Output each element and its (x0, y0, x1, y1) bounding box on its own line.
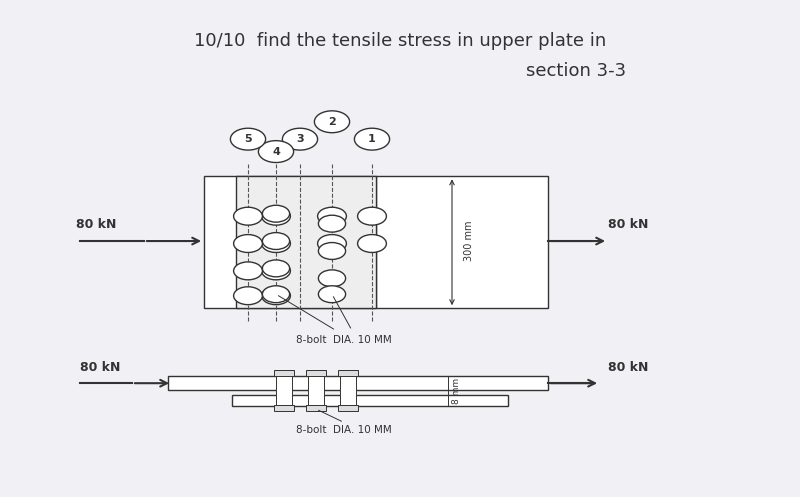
Text: 8-bolt  DIA. 10 MM: 8-bolt DIA. 10 MM (296, 335, 392, 345)
FancyBboxPatch shape (276, 370, 292, 405)
FancyBboxPatch shape (338, 405, 358, 411)
Text: 8 mm: 8 mm (452, 378, 461, 404)
Text: 5: 5 (244, 134, 252, 144)
FancyBboxPatch shape (338, 370, 358, 376)
Circle shape (318, 235, 346, 252)
Text: 300 mm: 300 mm (464, 221, 474, 261)
Text: 80 kN: 80 kN (608, 218, 648, 231)
Text: 2: 2 (328, 117, 336, 127)
Circle shape (354, 128, 390, 150)
FancyBboxPatch shape (168, 376, 548, 390)
Circle shape (262, 287, 290, 305)
Circle shape (318, 207, 346, 225)
Circle shape (318, 215, 346, 232)
Circle shape (258, 141, 294, 163)
Text: 10/10  find the tensile stress in upper plate in: 10/10 find the tensile stress in upper p… (194, 32, 606, 50)
Circle shape (262, 205, 290, 222)
Circle shape (262, 286, 290, 303)
FancyBboxPatch shape (204, 176, 376, 308)
FancyBboxPatch shape (340, 370, 356, 405)
Circle shape (318, 270, 346, 287)
Circle shape (262, 235, 290, 252)
Circle shape (314, 111, 350, 133)
Circle shape (262, 207, 290, 225)
Text: 4: 4 (272, 147, 280, 157)
Circle shape (262, 233, 290, 249)
Circle shape (234, 235, 262, 252)
Circle shape (358, 207, 386, 225)
FancyBboxPatch shape (306, 370, 326, 376)
FancyBboxPatch shape (308, 370, 324, 405)
Circle shape (318, 243, 346, 259)
Circle shape (234, 287, 262, 305)
Text: 1: 1 (368, 134, 376, 144)
Circle shape (230, 128, 266, 150)
FancyBboxPatch shape (236, 176, 376, 308)
Text: 80 kN: 80 kN (80, 361, 120, 374)
Text: 8-bolt  DIA. 10 MM: 8-bolt DIA. 10 MM (296, 425, 392, 435)
Circle shape (358, 235, 386, 252)
Text: section 3-3: section 3-3 (526, 62, 626, 80)
Circle shape (262, 260, 290, 277)
FancyBboxPatch shape (274, 370, 294, 376)
Circle shape (262, 262, 290, 280)
Text: 80 kN: 80 kN (76, 218, 116, 231)
FancyBboxPatch shape (306, 405, 326, 411)
FancyBboxPatch shape (376, 176, 548, 308)
Text: 80 kN: 80 kN (608, 361, 648, 374)
Circle shape (282, 128, 318, 150)
Circle shape (234, 207, 262, 225)
Text: 3: 3 (296, 134, 304, 144)
Circle shape (318, 286, 346, 303)
FancyBboxPatch shape (274, 405, 294, 411)
Circle shape (234, 262, 262, 280)
FancyBboxPatch shape (232, 395, 508, 406)
